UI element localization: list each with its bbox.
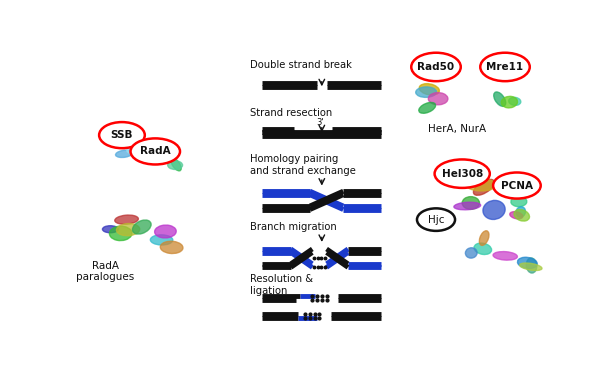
Ellipse shape: [493, 251, 518, 260]
Ellipse shape: [103, 226, 119, 233]
Ellipse shape: [168, 161, 182, 169]
Ellipse shape: [493, 172, 541, 199]
Ellipse shape: [511, 197, 527, 207]
Text: Hjc: Hjc: [428, 214, 445, 224]
Text: Rad50: Rad50: [418, 62, 454, 72]
Ellipse shape: [171, 158, 181, 171]
Ellipse shape: [508, 97, 521, 105]
Ellipse shape: [155, 225, 176, 238]
Ellipse shape: [99, 122, 145, 148]
Ellipse shape: [483, 201, 505, 219]
Text: Strand resection: Strand resection: [251, 108, 333, 118]
Ellipse shape: [411, 53, 460, 81]
Ellipse shape: [516, 207, 526, 217]
Ellipse shape: [117, 224, 140, 236]
Ellipse shape: [133, 220, 151, 234]
Text: Hel308: Hel308: [441, 169, 483, 179]
Text: Resolution &
ligation: Resolution & ligation: [251, 274, 314, 296]
Text: Homology pairing
and strand exchange: Homology pairing and strand exchange: [251, 154, 356, 176]
Text: 3': 3': [317, 117, 324, 127]
Text: RadA: RadA: [140, 146, 171, 156]
Ellipse shape: [131, 138, 180, 164]
Ellipse shape: [462, 197, 480, 209]
Ellipse shape: [115, 215, 138, 224]
Ellipse shape: [473, 179, 494, 195]
Ellipse shape: [510, 212, 523, 219]
Ellipse shape: [501, 96, 518, 108]
Ellipse shape: [419, 102, 435, 113]
Text: Branch migration: Branch migration: [251, 222, 337, 232]
Ellipse shape: [494, 92, 506, 106]
Text: Mre11: Mre11: [486, 62, 524, 72]
Ellipse shape: [526, 258, 537, 273]
Ellipse shape: [160, 241, 183, 254]
Ellipse shape: [419, 84, 440, 95]
Ellipse shape: [429, 93, 448, 105]
Ellipse shape: [150, 235, 173, 245]
Ellipse shape: [454, 202, 481, 210]
Text: SSB: SSB: [111, 130, 133, 140]
Ellipse shape: [480, 53, 530, 81]
Ellipse shape: [416, 87, 437, 97]
Ellipse shape: [466, 179, 496, 191]
Ellipse shape: [115, 150, 133, 157]
Ellipse shape: [474, 243, 492, 254]
Text: PCNA: PCNA: [501, 181, 533, 191]
Ellipse shape: [514, 209, 529, 221]
Ellipse shape: [126, 146, 138, 154]
Ellipse shape: [109, 226, 132, 241]
Text: RadA
paralogues: RadA paralogues: [76, 261, 134, 282]
Ellipse shape: [519, 263, 542, 271]
Ellipse shape: [480, 231, 489, 245]
Ellipse shape: [518, 257, 537, 268]
Ellipse shape: [154, 156, 169, 164]
Text: HerA, NurA: HerA, NurA: [429, 124, 486, 134]
Text: Double strand break: Double strand break: [251, 60, 352, 70]
Ellipse shape: [435, 159, 490, 188]
Ellipse shape: [417, 208, 455, 231]
Ellipse shape: [465, 248, 477, 258]
